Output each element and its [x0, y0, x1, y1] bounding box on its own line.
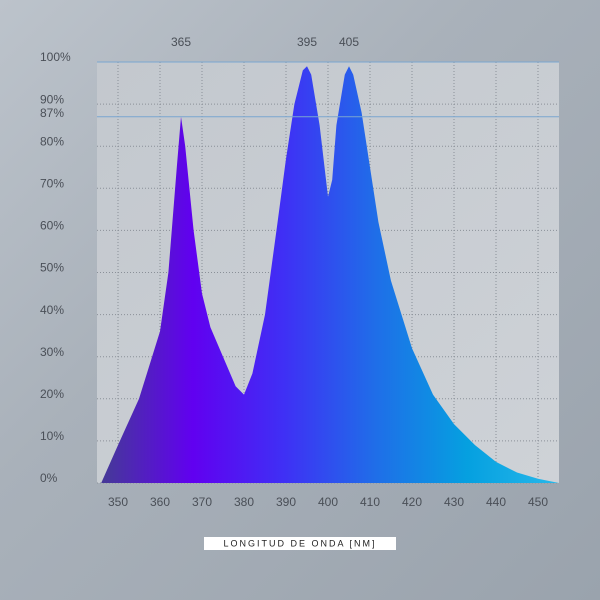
x-tick-label: 380 [234, 495, 254, 509]
y-tick-label: 20% [40, 387, 64, 401]
y-tick-label: 30% [40, 345, 64, 359]
x-tick-label: 450 [528, 495, 548, 509]
x-tick-label: 410 [360, 495, 380, 509]
spectrum-area [101, 66, 559, 483]
x-tick-label: 350 [108, 495, 128, 509]
y-tick-label: 100% [40, 50, 71, 64]
x-tick-label: 370 [192, 495, 212, 509]
y-tick-label: 70% [40, 176, 64, 190]
x-tick-label: 420 [402, 495, 422, 509]
x-tick-label: 440 [486, 495, 506, 509]
x-tick-label: 400 [318, 495, 338, 509]
peak-label: 365 [171, 35, 191, 49]
y-tick-label: 50% [40, 261, 64, 275]
x-tick-label: 430 [444, 495, 464, 509]
y-tick-label: 0% [40, 471, 58, 485]
y-tick-label: 60% [40, 219, 64, 233]
y-tick-label: 10% [40, 429, 64, 443]
x-tick-label: 390 [276, 495, 296, 509]
y-tick-label: 90% [40, 92, 64, 106]
peak-label: 395 [297, 35, 317, 49]
y-tick-label: 40% [40, 303, 64, 317]
y-tick-label: 80% [40, 134, 64, 148]
peak-label: 405 [339, 35, 359, 49]
x-tick-label: 360 [150, 495, 170, 509]
x-label-box [204, 537, 396, 550]
reference-label: 87% [40, 106, 64, 120]
x-axis-label: LONGITUD DE ONDA [NM] [223, 538, 376, 548]
